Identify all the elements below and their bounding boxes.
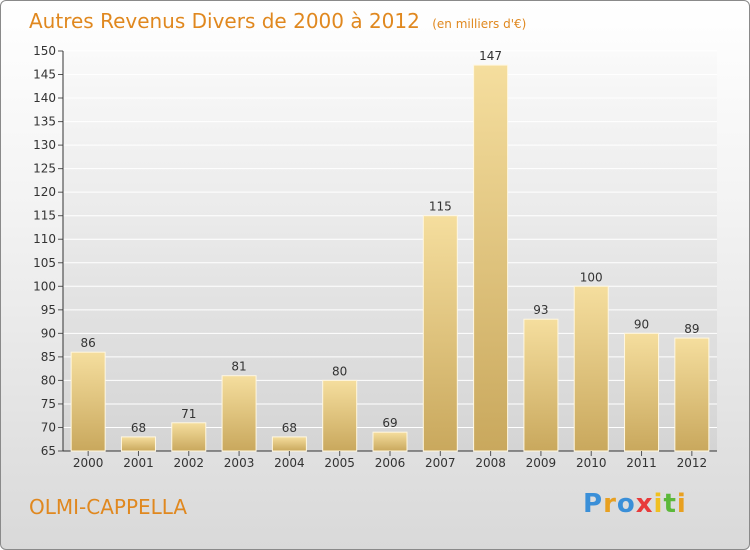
bar — [473, 64, 509, 452]
y-tick-label: 65 — [41, 444, 56, 458]
bar — [171, 422, 207, 452]
y-tick-label: 75 — [41, 397, 56, 411]
bar — [120, 436, 156, 452]
y-tick-label: 100 — [33, 279, 56, 293]
y-tick-label: 150 — [33, 44, 56, 58]
x-tick-label: 2000 — [73, 456, 104, 470]
bar — [624, 332, 660, 452]
data-label: 68 — [282, 421, 297, 435]
y-tick-label: 130 — [33, 138, 56, 152]
y-tick-label: 95 — [41, 303, 56, 317]
y-tick-label: 125 — [33, 162, 56, 176]
data-label: 100 — [580, 270, 603, 284]
bar — [271, 436, 307, 452]
data-label: 69 — [382, 416, 397, 430]
y-tick-label: 115 — [33, 209, 56, 223]
logo-letter: x — [635, 489, 654, 519]
plot-background — [63, 51, 717, 451]
data-label: 71 — [181, 407, 196, 421]
x-tick-label: 2009 — [526, 456, 557, 470]
logo-letter: i — [653, 489, 664, 519]
data-label: 81 — [231, 360, 246, 374]
x-tick-label: 2012 — [677, 456, 708, 470]
data-label: 80 — [332, 364, 347, 378]
bar — [372, 431, 408, 452]
y-tick-label: 70 — [41, 420, 56, 434]
x-tick-label: 2002 — [173, 456, 204, 470]
chart-title: Autres Revenus Divers de 2000 à 2012 (en… — [29, 9, 526, 33]
y-tick-label: 90 — [41, 326, 56, 340]
y-tick-label: 120 — [33, 185, 56, 199]
bar — [523, 318, 559, 452]
x-tick-label: 2004 — [274, 456, 305, 470]
y-tick-label: 85 — [41, 350, 56, 364]
y-tick-label: 145 — [33, 68, 56, 82]
data-label: 90 — [634, 317, 649, 331]
x-tick-label: 2003 — [224, 456, 255, 470]
logo-letter: r — [603, 489, 617, 519]
chart-title-main: Autres Revenus Divers de 2000 à 2012 — [29, 9, 420, 33]
data-label: 115 — [429, 200, 452, 214]
bar — [573, 285, 609, 452]
chart-title-unit: (en milliers d'€) — [432, 17, 527, 31]
x-tick-label: 2008 — [475, 456, 506, 470]
bar — [422, 215, 458, 452]
data-label: 89 — [684, 322, 699, 336]
x-tick-label: 2006 — [375, 456, 406, 470]
x-tick-label: 2001 — [123, 456, 154, 470]
y-tick-label: 140 — [33, 91, 56, 105]
y-tick-label: 110 — [33, 232, 56, 246]
logo-letter: t — [663, 489, 677, 519]
x-tick-label: 2005 — [324, 456, 355, 470]
bar — [221, 375, 257, 452]
place-name: OLMI-CAPPELLA — [29, 495, 188, 519]
data-label: 93 — [533, 303, 548, 317]
bar — [674, 337, 710, 452]
data-label: 68 — [131, 421, 146, 435]
data-label: 147 — [479, 49, 502, 63]
logo-letter: o — [616, 489, 636, 519]
x-tick-label: 2007 — [425, 456, 456, 470]
y-tick-label: 135 — [33, 115, 56, 129]
bar — [70, 351, 106, 452]
proxiti-logo: Proxiti — [583, 489, 687, 519]
y-tick-label: 105 — [33, 256, 56, 270]
y-tick-label: 80 — [41, 373, 56, 387]
data-label: 86 — [81, 336, 96, 350]
x-tick-label: 2010 — [576, 456, 607, 470]
bar — [322, 379, 358, 452]
logo-letter: i — [676, 489, 687, 519]
logo-letter: P — [583, 489, 604, 519]
x-tick-label: 2011 — [626, 456, 657, 470]
